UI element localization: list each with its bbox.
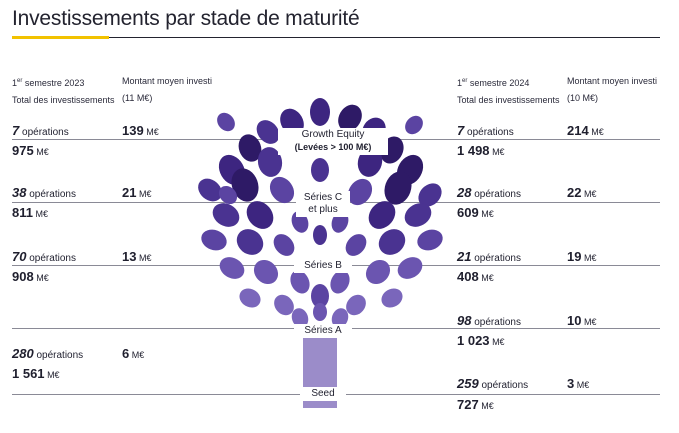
- avg-2023-seriesB: 13 M€: [122, 249, 152, 264]
- row-separator: [365, 139, 660, 140]
- stage-label-series-a: Séries A: [294, 324, 352, 338]
- tree-leaf: [368, 201, 396, 229]
- total-2023-seriesA: 1 561 M€: [12, 366, 60, 381]
- ops-2023-seriesB: 70 opérations: [12, 249, 76, 264]
- tree-leaf: [218, 185, 238, 205]
- avg-2023-seriesA: 6 M€: [122, 346, 145, 361]
- tree-leaf: [219, 257, 245, 279]
- avg-2024-seriesC: 22 M€: [567, 185, 597, 200]
- tree-leaf: [290, 270, 310, 294]
- avg-2024-growth: 214 M€: [567, 123, 604, 138]
- tree-leaf: [273, 234, 295, 256]
- tree-leaf: [397, 257, 423, 279]
- avg-2024-seriesB: 19 M€: [567, 249, 597, 264]
- tree-leaf: [212, 203, 240, 227]
- tree-leaf: [198, 178, 222, 202]
- tree-leaf: [381, 288, 403, 308]
- tree-leaf: [217, 112, 235, 132]
- total-2024-seriesB: 408 M€: [457, 269, 494, 284]
- tree-leaf: [384, 171, 412, 205]
- tree-leaf: [378, 229, 406, 255]
- ops-2023-growth: 7 opérations: [12, 123, 69, 138]
- avg-2024-seriesA: 10 M€: [567, 313, 597, 328]
- tree-leaf: [404, 203, 432, 227]
- tree-leaf: [417, 229, 443, 251]
- tree-leaf: [253, 259, 279, 285]
- tree-leaf: [347, 178, 373, 206]
- ops-2024-seriesB: 21 opérations: [457, 249, 521, 264]
- total-2024-seed: 727 M€: [457, 397, 494, 412]
- tree-leaf: [310, 98, 330, 126]
- tree-leaf: [331, 308, 349, 328]
- right-average-header: Montant moyen investi (10 M€): [567, 76, 658, 103]
- ops-2024-seed: 259 opérations: [457, 376, 529, 391]
- tree-leaf: [236, 229, 264, 255]
- tree-leaf: [311, 284, 329, 308]
- tree-leaf: [231, 168, 259, 202]
- tree-leaf: [269, 176, 295, 204]
- tree-leaf: [246, 201, 274, 229]
- ops-2024-seriesA: 98 opérations: [457, 313, 521, 328]
- tree-leaf: [330, 270, 350, 294]
- ops-2024-growth: 7 opérations: [457, 123, 514, 138]
- stage-label-growth-equity: Growth Equity (Levées > 100 M€): [278, 128, 388, 155]
- title-rule: [109, 37, 660, 38]
- total-2023-seriesB: 908 M€: [12, 269, 49, 284]
- avg-2024-seed: 3 M€: [567, 376, 590, 391]
- tree-leaf: [201, 229, 227, 251]
- tree-leaf: [274, 294, 294, 316]
- tree-leaf: [405, 115, 423, 135]
- left-period-header: 1er semestre 2023 Total des investisseme…: [12, 78, 115, 105]
- ops-2023-seriesA: 280 opérations: [12, 346, 84, 361]
- total-2024-seriesA: 1 023 M€: [457, 333, 505, 348]
- tree-leaf: [345, 234, 367, 256]
- tree-leaf: [311, 158, 329, 182]
- avg-2023-seriesC: 21 M€: [122, 185, 152, 200]
- tree-leaf: [313, 303, 327, 321]
- tree-leaf: [365, 259, 391, 285]
- total-2024-seriesC: 609 M€: [457, 205, 494, 220]
- left-average-header: Montant moyen investi (11 M€): [122, 76, 213, 103]
- title-accent-rule: [12, 36, 109, 39]
- stage-label-series-b: Séries B: [294, 259, 352, 273]
- tree-leaf: [257, 147, 283, 177]
- tree-leaf: [346, 294, 366, 316]
- avg-2023-growth: 139 M€: [122, 123, 159, 138]
- total-2024-growth: 1 498 M€: [457, 143, 505, 158]
- stage-label-seed: Seed: [300, 387, 346, 401]
- total-2023-growth: 975 M€: [12, 143, 49, 158]
- tree-leaf: [291, 308, 309, 328]
- ops-2024-seriesC: 28 opérations: [457, 185, 521, 200]
- total-2023-seriesC: 811 M€: [12, 205, 49, 220]
- stage-label-series-c: Séries C et plus: [296, 191, 350, 217]
- tree-leaf: [239, 288, 261, 308]
- tree-leaf: [238, 134, 262, 162]
- tree-leaf: [256, 120, 280, 144]
- page-title: Investissements par stade de maturité: [12, 7, 360, 30]
- tree-leaf: [338, 104, 362, 132]
- ops-2023-seriesC: 38 opérations: [12, 185, 76, 200]
- tree-leaf: [313, 225, 327, 245]
- tree-leaf: [418, 183, 442, 207]
- right-period-header: 1er semestre 2024 Total des investisseme…: [457, 78, 560, 105]
- row-separator: [12, 139, 287, 140]
